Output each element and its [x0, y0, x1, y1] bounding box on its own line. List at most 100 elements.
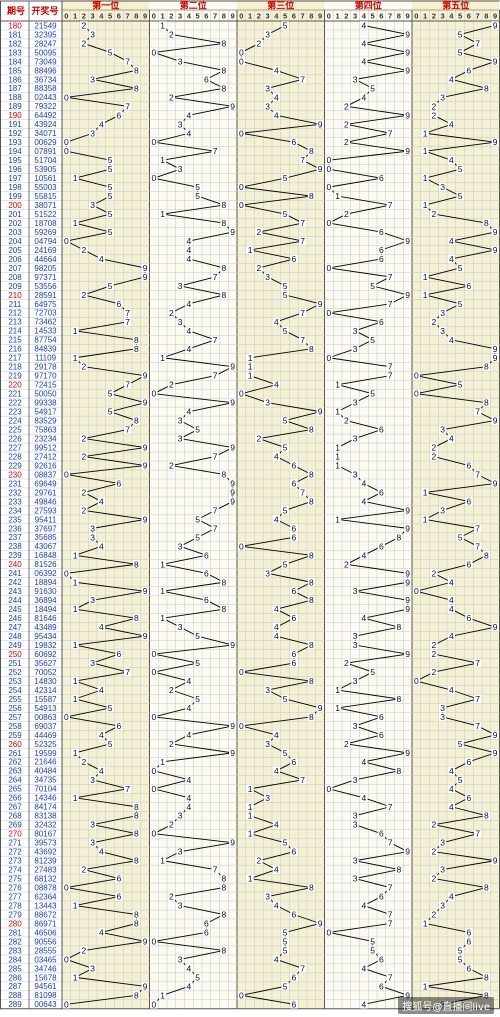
digit-mark: 2: [82, 945, 87, 955]
draw-number: 34746: [34, 964, 57, 973]
digit-tick-label: 9: [493, 12, 497, 21]
digit-mark: 6: [292, 254, 297, 264]
digit-tick-label: 8: [309, 12, 313, 21]
digit-mark: 2: [432, 640, 437, 650]
digit-mark-bg: [89, 775, 97, 785]
digit-mark: 9: [405, 595, 410, 605]
digit-mark: 3: [90, 963, 95, 973]
draw-number: 10561: [34, 174, 57, 183]
position-title: 第五位: [442, 0, 469, 12]
digit-mark: 1: [335, 461, 340, 471]
digit-mark-bg: [377, 730, 385, 740]
digit-mark-bg: [430, 209, 438, 219]
digit-mark: 2: [169, 892, 174, 902]
digit-mark-bg: [194, 533, 202, 542]
digit-mark-bg: [299, 964, 307, 973]
digit-mark: 2: [82, 434, 87, 444]
digit-mark: 4: [362, 478, 367, 488]
digit-mark: 1: [423, 173, 428, 183]
digit-mark: 0: [239, 667, 244, 677]
digit-mark-bg: [491, 344, 499, 353]
digit-mark-bg: [220, 263, 228, 273]
draw-number: 29761: [34, 488, 57, 497]
digit-mark: 1: [73, 577, 78, 587]
digit-mark: 5: [458, 47, 463, 57]
digit-mark: 9: [405, 146, 410, 156]
digit-mark-bg: [281, 443, 289, 452]
digit-mark-bg: [386, 129, 394, 138]
digit-mark: 9: [405, 47, 410, 57]
digit-mark-bg: [106, 48, 114, 57]
digit-mark: 5: [195, 972, 200, 982]
digit-mark-bg: [430, 102, 438, 111]
digit-mark: 9: [318, 299, 323, 309]
issue-number: 250: [8, 650, 22, 659]
issue-number: 225: [8, 425, 22, 434]
digit-mark: 4: [274, 631, 279, 641]
digit-mark: 9: [405, 990, 410, 1000]
issue-number: 216: [8, 345, 22, 354]
digit-mark: 5: [195, 532, 200, 542]
digit-mark-bg: [132, 829, 140, 838]
draw-number: 27593: [34, 506, 57, 515]
digit-mark-bg: [482, 218, 490, 228]
issue-number: 281: [8, 928, 22, 937]
digit-mark: 4: [449, 802, 454, 812]
digit-mark: 2: [432, 443, 437, 453]
digit-mark: 5: [283, 559, 288, 569]
digit-mark-bg: [229, 362, 237, 371]
digit-mark-bg: [229, 443, 237, 452]
digit-mark: 7: [213, 505, 218, 515]
digit-mark: 7: [125, 425, 130, 435]
digit-mark-bg: [299, 236, 307, 246]
digit-mark: 5: [458, 945, 463, 955]
draw-number: 06392: [34, 569, 57, 578]
digit-mark-bg: [430, 569, 438, 578]
digit-mark-bg: [386, 362, 394, 371]
digit-tick-label: 4: [187, 12, 192, 21]
draw-number: 28591: [34, 291, 57, 300]
digit-mark: 4: [187, 110, 192, 120]
digit-mark-bg: [80, 290, 88, 300]
digit-tick-label: 1: [73, 12, 77, 21]
digit-mark-bg: [141, 461, 149, 470]
digit-mark: 6: [117, 110, 122, 120]
draw-number: 86971: [34, 919, 57, 928]
digit-mark: 4: [449, 892, 454, 902]
digit-mark-bg: [404, 147, 412, 156]
digit-mark: 4: [449, 155, 454, 165]
digit-mark-bg: [185, 344, 193, 353]
issue-number: 182: [8, 39, 22, 48]
digit-mark-bg: [80, 946, 88, 955]
digit-mark-bg: [185, 802, 193, 811]
issue-number: 206: [8, 255, 22, 264]
issue-number: 284: [8, 955, 22, 964]
digit-mark: 3: [90, 595, 95, 605]
digit-mark-bg: [71, 640, 79, 650]
digit-mark-bg: [474, 829, 482, 838]
digit-tick-label: 0: [152, 12, 156, 21]
digit-mark: 4: [187, 326, 192, 336]
digit-mark-bg: [264, 739, 272, 749]
digit-mark-bg: [71, 353, 79, 362]
digit-mark-bg: [246, 874, 254, 883]
digit-mark: 6: [117, 892, 122, 902]
digit-mark: 9: [405, 29, 410, 39]
digit-mark-bg: [194, 631, 202, 641]
digit-mark-bg: [246, 362, 254, 371]
issue-number: 277: [8, 892, 22, 901]
digit-mark: 5: [108, 281, 113, 291]
digit-mark: 8: [134, 811, 139, 821]
digit-mark-bg: [307, 497, 315, 506]
digit-mark-bg: [237, 182, 245, 192]
digit-mark: 4: [449, 236, 454, 246]
digit-mark-bg: [167, 685, 175, 695]
draw-number: 42314: [34, 686, 57, 695]
digit-mark-bg: [290, 461, 298, 470]
digit-mark: 1: [248, 245, 253, 255]
digit-mark: 6: [467, 927, 472, 937]
digit-mark-bg: [316, 120, 324, 129]
digit-mark-bg: [150, 829, 158, 838]
digit-mark: 7: [388, 910, 393, 920]
issue-number: 221: [8, 390, 22, 399]
